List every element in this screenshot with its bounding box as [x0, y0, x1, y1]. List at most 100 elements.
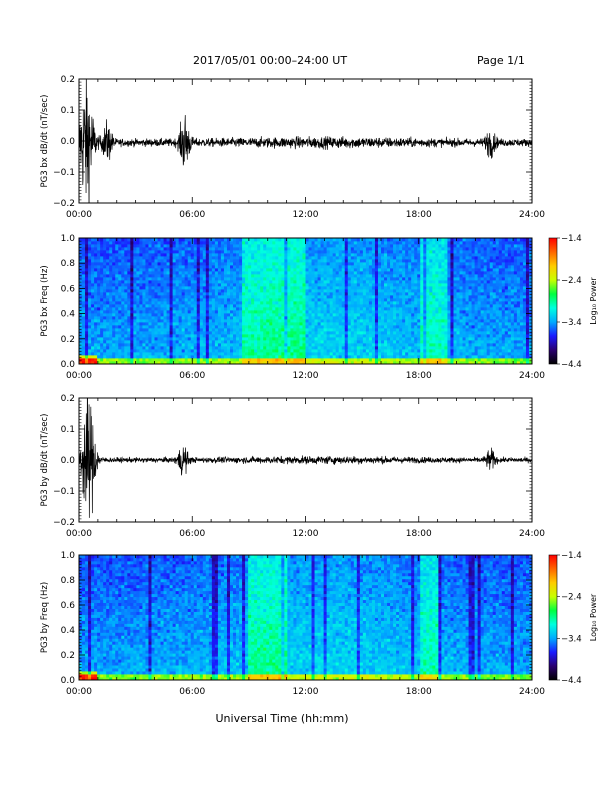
- spectrogram-cell: [308, 250, 312, 254]
- spectrogram-cell: [420, 322, 424, 326]
- spectrogram-cell: [169, 310, 174, 314]
- spectrogram-cell: [335, 334, 340, 338]
- spectrogram-cell: [299, 295, 303, 299]
- spectrogram-cell: [320, 343, 325, 347]
- spectrogram-cell: [377, 349, 382, 353]
- spectrogram-cell: [109, 337, 113, 341]
- spectrogram-cell: [420, 292, 424, 296]
- spectrogram-cell: [278, 238, 282, 242]
- spectrogram-cell: [329, 337, 334, 341]
- spectrogram-cell: [350, 289, 355, 293]
- spectrogram-cell: [142, 253, 146, 257]
- spectrogram-cell: [133, 241, 137, 245]
- spectrogram-cell: [254, 337, 258, 341]
- spectrogram-cell: [344, 334, 349, 338]
- spectrogram-cell: [202, 247, 207, 251]
- spectrogram-cell: [371, 265, 376, 269]
- spectrogram-cell: [148, 265, 152, 269]
- spectrogram-cell: [417, 328, 421, 332]
- spectrogram-cell: [124, 253, 128, 257]
- spectrogram-cell: [82, 334, 86, 338]
- spectrogram-cell: [157, 262, 161, 266]
- spectrogram-cell: [359, 325, 364, 329]
- spectrogram-cell: [387, 259, 391, 263]
- spectrogram-cell: [115, 310, 119, 314]
- spectrogram-cell: [97, 253, 101, 257]
- spectrogram-cell: [347, 301, 352, 305]
- spectrogram-cell: [257, 244, 261, 248]
- spectrogram-cell: [187, 238, 192, 242]
- spectrogram-cell: [118, 310, 122, 314]
- spectrogram-cell: [199, 319, 204, 323]
- spectrogram-cell: [387, 262, 391, 266]
- spectrogram-cell: [347, 238, 352, 242]
- spectrogram-cell: [175, 241, 180, 245]
- spectrogram-cell: [353, 337, 358, 341]
- spectrogram-cell: [405, 328, 409, 332]
- spectrogram-cell: [420, 262, 424, 266]
- spectrogram-cell: [329, 289, 334, 293]
- spectrogram-cell: [124, 271, 128, 275]
- spectrogram-cell: [124, 277, 128, 281]
- spectrogram-cell: [396, 337, 400, 341]
- spectrogram-cell: [302, 277, 306, 281]
- spectrogram-cell: [269, 346, 273, 350]
- spectrogram-cell: [393, 298, 397, 302]
- spectrogram-cell: [193, 334, 198, 338]
- spectrogram-cell: [308, 313, 312, 317]
- spectrogram-cell: [260, 298, 264, 302]
- spectrogram-cell: [374, 310, 379, 314]
- spectrogram-cell: [148, 337, 152, 341]
- spectrogram-cell: [323, 295, 328, 299]
- spectrogram-cell: [308, 295, 312, 299]
- spectrogram-cell: [139, 322, 143, 326]
- spectrogram-cell: [257, 268, 261, 272]
- spectrogram-cell: [320, 238, 325, 242]
- spectrogram-cell: [193, 313, 198, 317]
- spectrogram-cell: [338, 334, 343, 338]
- spectrogram-cell: [290, 292, 294, 296]
- spectrogram-cell: [245, 331, 249, 335]
- spectrogram-cell: [154, 259, 158, 263]
- spectrogram-cell: [329, 292, 334, 296]
- spectrogram-cell: [311, 265, 315, 269]
- spectrogram-cell: [281, 268, 285, 272]
- spectrogram-cell: [426, 349, 430, 353]
- spectrogram-cell: [293, 277, 297, 281]
- spectrogram-cell: [214, 256, 219, 260]
- spectrogram-cell: [284, 352, 288, 356]
- spectrogram-cell: [377, 304, 382, 308]
- spectrogram-cell: [302, 265, 306, 269]
- spectrogram-cell: [405, 304, 409, 308]
- spectrogram-cell: [287, 331, 291, 335]
- spectrogram-cell: [356, 292, 361, 296]
- spectrogram-cell: [151, 301, 155, 305]
- spectrogram-cell: [100, 310, 104, 314]
- spectrogram-cell: [211, 319, 216, 323]
- spectrogram-cell: [269, 295, 273, 299]
- spectrogram-cell: [196, 238, 201, 242]
- spectrogram-cell: [260, 244, 264, 248]
- spectrogram-cell: [417, 304, 421, 308]
- spectrogram-cell: [118, 238, 122, 242]
- spectrogram-cell: [151, 262, 155, 266]
- y-tick-label: 0.1: [61, 106, 75, 116]
- spectrogram-cell: [414, 322, 418, 326]
- spectrogram-cell: [214, 280, 219, 284]
- spectrogram-cell: [199, 292, 204, 296]
- spectrogram-cell: [423, 283, 427, 287]
- spectrogram-cell: [308, 340, 312, 344]
- spectrogram-cell: [157, 292, 161, 296]
- spectrogram-cell: [332, 268, 337, 272]
- spectrogram-cell: [329, 355, 334, 359]
- spectrogram-cell: [338, 274, 343, 278]
- spectrogram-cell: [160, 241, 164, 245]
- spectrogram-cell: [142, 328, 146, 332]
- spectrogram-cell: [269, 310, 273, 314]
- spectrogram-cell: [299, 307, 303, 311]
- spectrogram-cell: [299, 355, 303, 359]
- spectrogram-cell: [103, 265, 107, 269]
- spectrogram-cell: [359, 277, 364, 281]
- spectrogram-cell: [214, 271, 219, 275]
- spectrogram-cell: [293, 259, 297, 263]
